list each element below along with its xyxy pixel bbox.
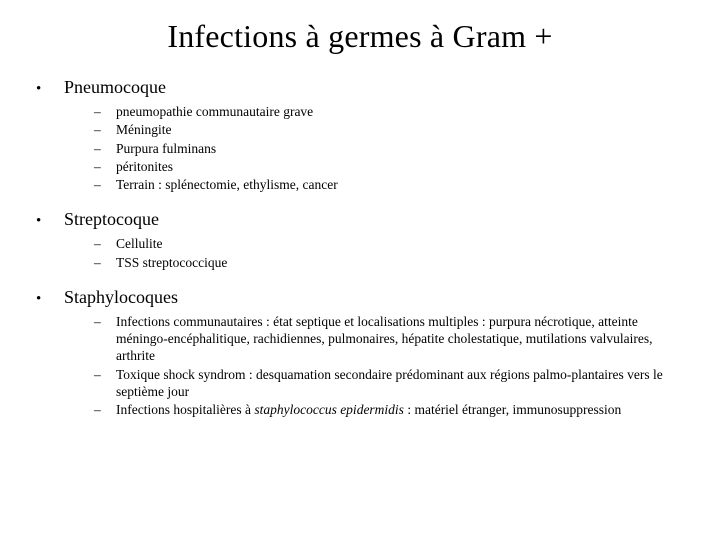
list-item: – Terrain : splénectomie, ethylisme, can… bbox=[94, 176, 690, 193]
item-text: Infections hospitalières à staphylococcu… bbox=[116, 401, 690, 418]
subitems: – Infections communautaires : état septi… bbox=[30, 313, 690, 419]
item-text: Cellulite bbox=[116, 235, 690, 252]
dash-icon: – bbox=[94, 176, 116, 193]
list-item: – péritonites bbox=[94, 158, 690, 175]
section-streptocoque: • Streptocoque – Cellulite – TSS strepto… bbox=[30, 209, 690, 271]
section-head: • Pneumocoque bbox=[30, 77, 690, 98]
list-item: – Cellulite bbox=[94, 235, 690, 252]
list-item: – Méningite bbox=[94, 121, 690, 138]
section-label: Pneumocoque bbox=[64, 77, 690, 98]
section-head: • Staphylocoques bbox=[30, 287, 690, 308]
list-item: – pneumopathie communautaire grave bbox=[94, 103, 690, 120]
item-text: Méningite bbox=[116, 121, 690, 138]
text-italic: staphylococcus epidermidis bbox=[254, 402, 404, 417]
item-text: Purpura fulminans bbox=[116, 140, 690, 157]
section-label: Staphylocoques bbox=[64, 287, 690, 308]
item-text: pneumopathie communautaire grave bbox=[116, 103, 690, 120]
item-text: Toxique shock syndrom : desquamation sec… bbox=[116, 366, 690, 401]
list-item: – Infections communautaires : état septi… bbox=[94, 313, 690, 365]
bullet-icon: • bbox=[30, 292, 64, 307]
bullet-icon: • bbox=[30, 82, 64, 97]
dash-icon: – bbox=[94, 140, 116, 157]
item-text: TSS streptococcique bbox=[116, 254, 690, 271]
subitems: – pneumopathie communautaire grave – Mén… bbox=[30, 103, 690, 193]
item-text: Infections communautaires : état septiqu… bbox=[116, 313, 690, 365]
item-text: Terrain : splénectomie, ethylisme, cance… bbox=[116, 176, 690, 193]
section-head: • Streptocoque bbox=[30, 209, 690, 230]
section-label: Streptocoque bbox=[64, 209, 690, 230]
list-item: – Toxique shock syndrom : desquamation s… bbox=[94, 366, 690, 401]
bullet-icon: • bbox=[30, 214, 64, 229]
dash-icon: – bbox=[94, 366, 116, 383]
dash-icon: – bbox=[94, 103, 116, 120]
dash-icon: – bbox=[94, 158, 116, 175]
section-staphylocoques: • Staphylocoques – Infections communauta… bbox=[30, 287, 690, 419]
dash-icon: – bbox=[94, 121, 116, 138]
list-item: – TSS streptococcique bbox=[94, 254, 690, 271]
section-pneumocoque: • Pneumocoque – pneumopathie communautai… bbox=[30, 77, 690, 193]
dash-icon: – bbox=[94, 254, 116, 271]
slide-title: Infections à germes à Gram + bbox=[30, 18, 690, 55]
dash-icon: – bbox=[94, 401, 116, 418]
item-text: péritonites bbox=[116, 158, 690, 175]
text-pre: Infections hospitalières à bbox=[116, 402, 254, 417]
subitems: – Cellulite – TSS streptococcique bbox=[30, 235, 690, 271]
text-post: : matériel étranger, immunosuppression bbox=[404, 402, 621, 417]
dash-icon: – bbox=[94, 235, 116, 252]
list-item: – Infections hospitalières à staphylococ… bbox=[94, 401, 690, 418]
list-item: – Purpura fulminans bbox=[94, 140, 690, 157]
dash-icon: – bbox=[94, 313, 116, 330]
